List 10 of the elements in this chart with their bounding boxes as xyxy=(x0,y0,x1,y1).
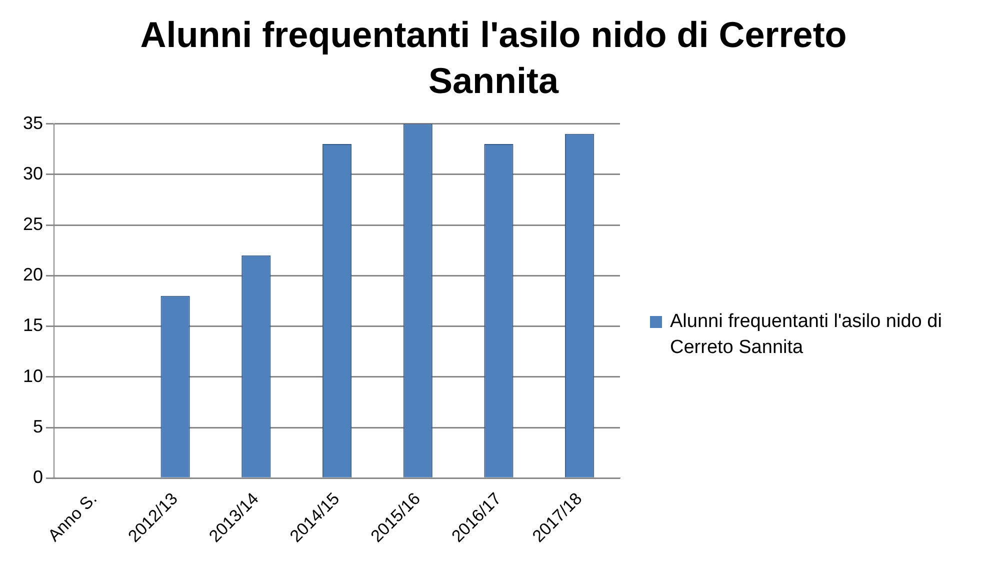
y-tick-label: 20 xyxy=(22,264,44,285)
y-tick-label: 25 xyxy=(22,214,44,234)
legend-label: Alunni frequentanti l'asilo nido di Cerreto Sannita xyxy=(670,310,943,360)
chart-title: Alunni frequentanti l'asilo nido di Cerreto Sannita xyxy=(139,13,848,103)
y-tick-label: 35 xyxy=(22,112,44,133)
y-tick-label: 5 xyxy=(33,416,44,436)
y-tick-label: 15 xyxy=(22,315,44,336)
y-tick-label: 0 xyxy=(33,467,44,488)
y-tick-label: 10 xyxy=(22,366,44,386)
y-tick-label: 30 xyxy=(22,163,44,184)
